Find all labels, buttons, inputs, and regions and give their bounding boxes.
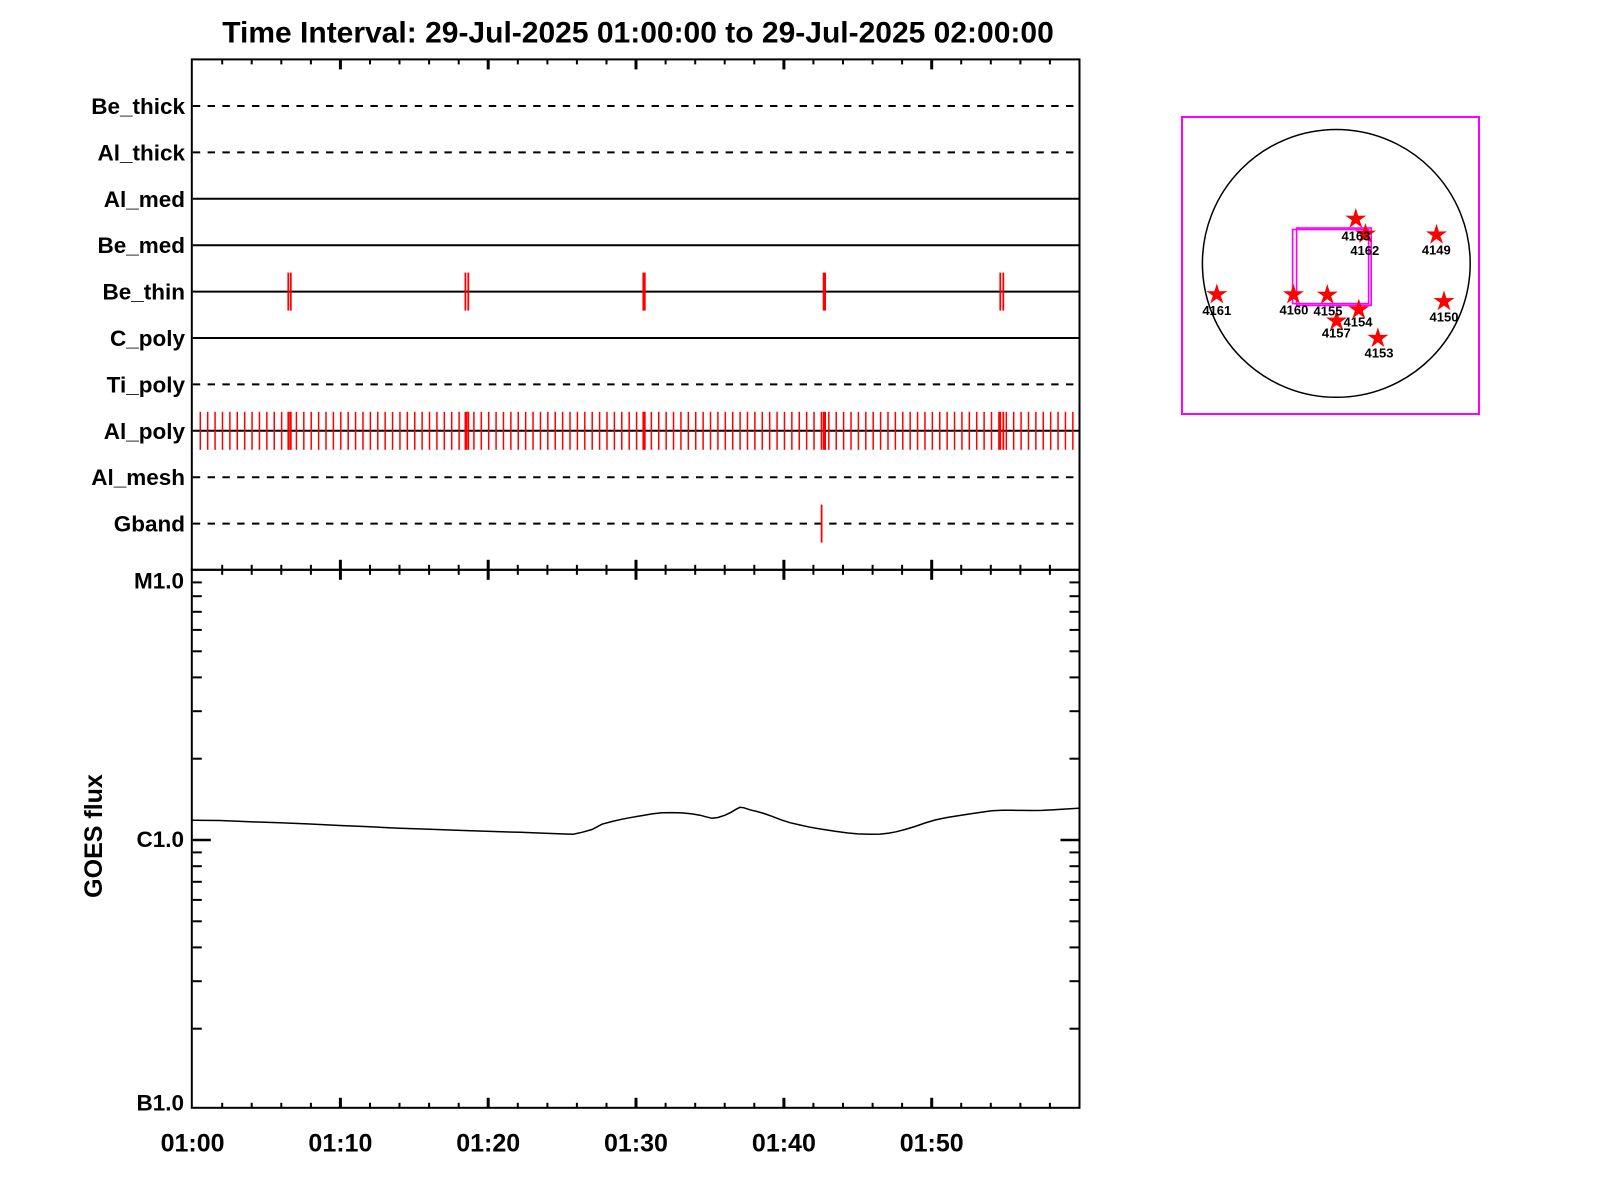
svg-text:4157: 4157 xyxy=(1322,325,1351,340)
svg-text:Time Interval: 29-Jul-2025 01:: Time Interval: 29-Jul-2025 01:00:00 to 2… xyxy=(222,17,1054,50)
svg-text:01:00: 01:00 xyxy=(161,1130,225,1158)
svg-text:4160: 4160 xyxy=(1279,303,1308,318)
svg-text:01:20: 01:20 xyxy=(456,1130,520,1158)
svg-text:4153: 4153 xyxy=(1365,346,1394,361)
svg-text:Be_med: Be_med xyxy=(97,233,185,258)
svg-text:4149: 4149 xyxy=(1422,243,1451,258)
svg-text:Al_med: Al_med xyxy=(104,187,185,212)
svg-text:4150: 4150 xyxy=(1430,309,1459,324)
svg-text:Al_poly: Al_poly xyxy=(104,419,186,444)
svg-text:4163: 4163 xyxy=(1341,229,1370,244)
svg-text:4161: 4161 xyxy=(1202,303,1231,318)
svg-text:4154: 4154 xyxy=(1344,315,1374,330)
svg-text:Be_thin: Be_thin xyxy=(102,280,185,305)
svg-text:Al_mesh: Al_mesh xyxy=(91,465,185,490)
svg-text:Be_thick: Be_thick xyxy=(91,94,185,119)
svg-text:M1.0: M1.0 xyxy=(134,568,184,593)
svg-text:B1.0: B1.0 xyxy=(136,1091,184,1116)
svg-text:C1.0: C1.0 xyxy=(136,827,184,852)
svg-text:01:50: 01:50 xyxy=(900,1130,964,1158)
svg-text:01:40: 01:40 xyxy=(752,1130,816,1158)
svg-text:4155: 4155 xyxy=(1314,304,1343,319)
svg-text:Gband: Gband xyxy=(114,512,185,537)
svg-text:4162: 4162 xyxy=(1350,243,1379,258)
svg-text:C_poly: C_poly xyxy=(110,326,186,351)
svg-text:Ti_poly: Ti_poly xyxy=(107,372,186,397)
svg-text:01:10: 01:10 xyxy=(308,1130,372,1158)
svg-text:Al_thick: Al_thick xyxy=(97,140,185,165)
svg-text:GOES flux: GOES flux xyxy=(80,774,108,898)
svg-text:01:30: 01:30 xyxy=(604,1130,668,1158)
